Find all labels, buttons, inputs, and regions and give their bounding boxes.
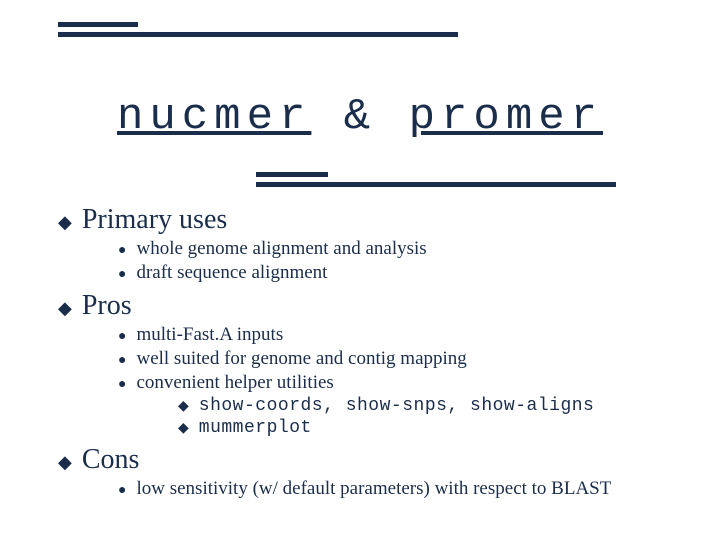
decor-rule-top-short [58,22,138,27]
list-item: ● well suited for genome and contig mapp… [118,348,690,370]
section-heading-pros: ◆ Pros [58,290,690,322]
bullet-icon: ● [118,329,126,345]
title-word-2: promer [409,92,603,142]
list-item: ● draft sequence alignment [118,262,690,284]
bullet-icon: ● [118,353,126,369]
diamond-icon: ◆ [178,420,189,437]
slide: nucmer & promer ◆ Primary uses ● whole g… [0,0,720,540]
title-ampersand: & [311,92,408,142]
section-heading-primary-uses: ◆ Primary uses [58,204,690,236]
decor-rule-mid-long [256,182,616,187]
item-text: multi-Fast.A inputs [136,324,283,346]
title-word-1: nucmer [117,92,311,142]
code-text: mummerplot [199,418,312,438]
bullet-icon: ● [118,483,126,499]
code-text: show-coords, show-snps, show-aligns [199,396,595,416]
section-heading-cons: ◆ Cons [58,444,690,476]
list-item: ● convenient helper utilities [118,372,690,394]
sub-list-item: ◆ mummerplot [178,418,690,438]
bullet-icon: ● [118,377,126,393]
item-text: well suited for genome and contig mappin… [136,348,466,370]
item-text: draft sequence alignment [136,262,327,284]
bullet-icon: ● [118,267,126,283]
decor-rule-top-long [58,32,458,37]
content: ◆ Primary uses ● whole genome alignment … [58,198,690,502]
diamond-icon: ◆ [178,398,189,415]
heading-text: Pros [82,290,132,322]
item-text: low sensitivity (w/ default parameters) … [136,478,611,500]
slide-title: nucmer & promer [0,88,720,142]
heading-text: Primary uses [82,204,227,236]
list-item: ● multi-Fast.A inputs [118,324,690,346]
list-item: ● low sensitivity (w/ default parameters… [118,478,690,500]
bullet-icon: ● [118,243,126,259]
item-text: convenient helper utilities [136,372,333,394]
diamond-icon: ◆ [58,448,72,476]
item-text: whole genome alignment and analysis [136,238,426,260]
heading-text: Cons [82,444,140,476]
decor-rule-mid-short [256,172,328,177]
sub-list-item: ◆ show-coords, show-snps, show-aligns [178,396,690,416]
diamond-icon: ◆ [58,294,72,322]
list-item: ● whole genome alignment and analysis [118,238,690,260]
diamond-icon: ◆ [58,208,72,236]
